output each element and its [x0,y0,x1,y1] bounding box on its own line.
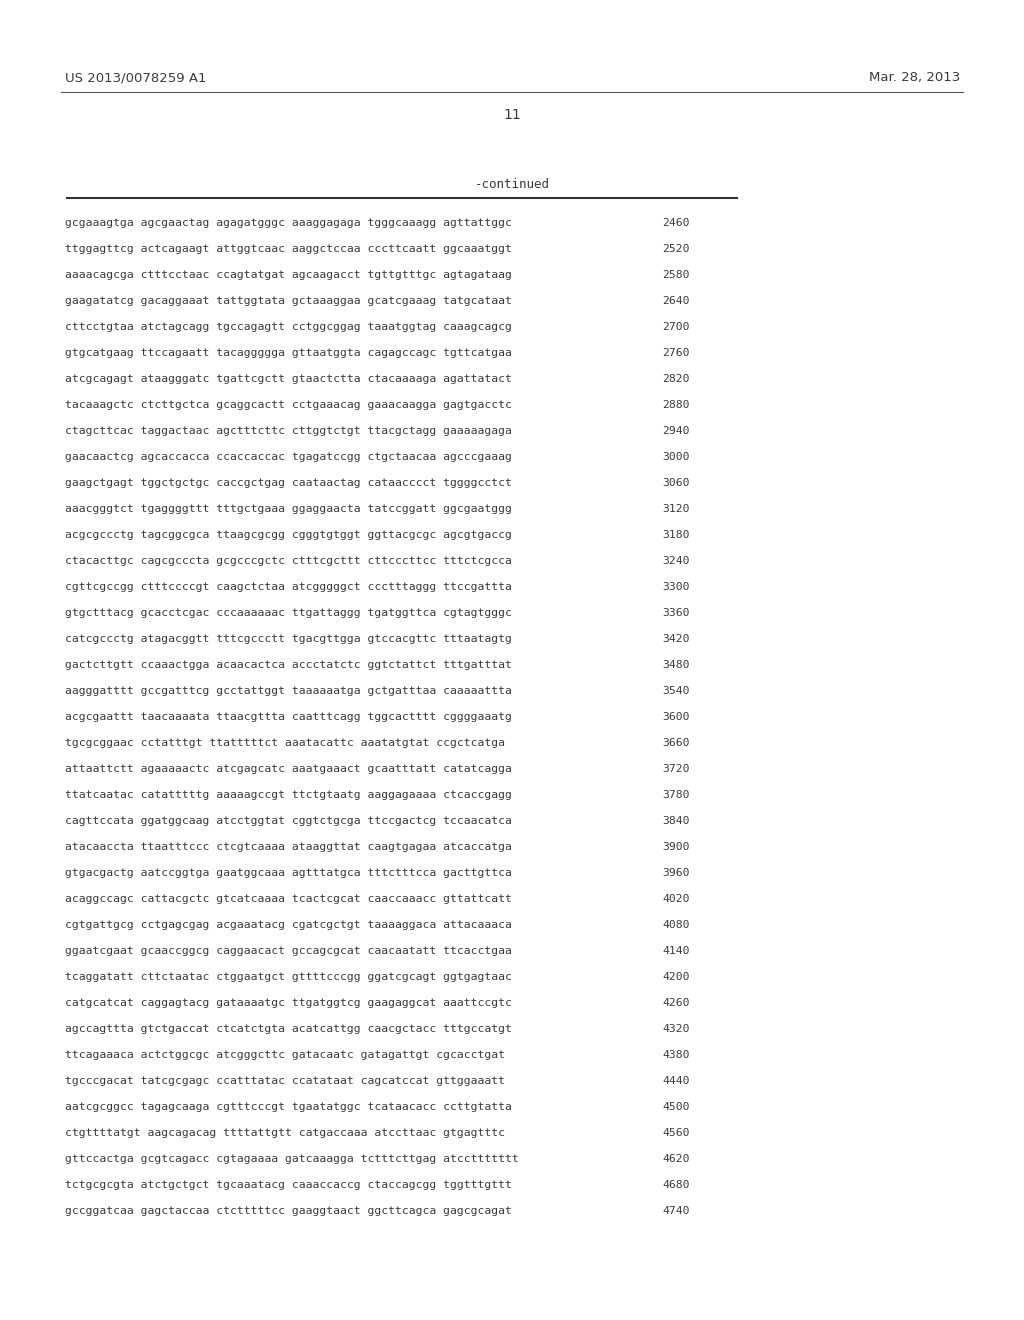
Text: 4260: 4260 [662,998,689,1008]
Text: gaagctgagt tggctgctgc caccgctgag caataactag cataacccct tggggcctct: gaagctgagt tggctgctgc caccgctgag caataac… [65,478,512,488]
Text: 4140: 4140 [662,946,689,956]
Text: gaacaactcg agcaccacca ccaccaccac tgagatccgg ctgctaacaa agcccgaaag: gaacaactcg agcaccacca ccaccaccac tgagatc… [65,451,512,462]
Text: 4500: 4500 [662,1102,689,1111]
Text: aagggatttt gccgatttcg gcctattggt taaaaaatga gctgatttaa caaaaattta: aagggatttt gccgatttcg gcctattggt taaaaaa… [65,686,512,696]
Text: ttggagttcg actcagaagt attggtcaac aaggctccaa cccttcaatt ggcaaatggt: ttggagttcg actcagaagt attggtcaac aaggctc… [65,244,512,253]
Text: acgcgccctg tagcggcgca ttaagcgcgg cgggtgtggt ggttacgcgc agcgtgaccg: acgcgccctg tagcggcgca ttaagcgcgg cgggtgt… [65,531,512,540]
Text: catcgccctg atagacggtt tttcgccctt tgacgttgga gtccacgttc tttaatagtg: catcgccctg atagacggtt tttcgccctt tgacgtt… [65,634,512,644]
Text: atcgcagagt ataagggatc tgattcgctt gtaactctta ctacaaaaga agattatact: atcgcagagt ataagggatc tgattcgctt gtaactc… [65,374,512,384]
Text: cgttcgccgg ctttccccgt caagctctaa atcgggggct ccctttaggg ttccgattta: cgttcgccgg ctttccccgt caagctctaa atcgggg… [65,582,512,591]
Text: gtgacgactg aatccggtga gaatggcaaa agtttatgca tttctttcca gacttgttca: gtgacgactg aatccggtga gaatggcaaa agtttat… [65,869,512,878]
Text: ctgttttatgt aagcagacag ttttattgtt catgaccaaa atccttaac gtgagtttc: ctgttttatgt aagcagacag ttttattgtt catgac… [65,1129,505,1138]
Text: 2520: 2520 [662,244,689,253]
Text: gcgaaagtga agcgaactag agagatgggc aaaggagaga tgggcaaagg agttattggc: gcgaaagtga agcgaactag agagatgggc aaaggag… [65,218,512,228]
Text: 4320: 4320 [662,1024,689,1034]
Text: aaacgggtct tgaggggttt tttgctgaaa ggaggaacta tatccggatt ggcgaatggg: aaacgggtct tgaggggttt tttgctgaaa ggaggaa… [65,504,512,513]
Text: 3480: 3480 [662,660,689,671]
Text: ttatcaatac catatttttg aaaaagccgt ttctgtaatg aaggagaaaa ctcaccgagg: ttatcaatac catatttttg aaaaagccgt ttctgta… [65,789,512,800]
Text: atacaaccta ttaatttccc ctcgtcaaaa ataaggttat caagtgagaa atcaccatga: atacaaccta ttaatttccc ctcgtcaaaa ataaggt… [65,842,512,851]
Text: ctagcttcac taggactaac agctttcttc cttggtctgt ttacgctagg gaaaaagaga: ctagcttcac taggactaac agctttcttc cttggtc… [65,426,512,436]
Text: agccagttta gtctgaccat ctcatctgta acatcattgg caacgctacc tttgccatgt: agccagttta gtctgaccat ctcatctgta acatcat… [65,1024,512,1034]
Text: Mar. 28, 2013: Mar. 28, 2013 [868,71,961,84]
Text: cgtgattgcg cctgagcgag acgaaatacg cgatcgctgt taaaaggaca attacaaaca: cgtgattgcg cctgagcgag acgaaatacg cgatcgc… [65,920,512,931]
Text: ggaatcgaat gcaaccggcg caggaacact gccagcgcat caacaatatt ttcacctgaa: ggaatcgaat gcaaccggcg caggaacact gccagcg… [65,946,512,956]
Text: 3360: 3360 [662,609,689,618]
Text: gccggatcaa gagctaccaa ctctttttcc gaaggtaact ggcttcagca gagcgcagat: gccggatcaa gagctaccaa ctctttttcc gaaggta… [65,1206,512,1216]
Text: 3540: 3540 [662,686,689,696]
Text: tacaaagctc ctcttgctca gcaggcactt cctgaaacag gaaacaagga gagtgacctc: tacaaagctc ctcttgctca gcaggcactt cctgaaa… [65,400,512,411]
Text: 4440: 4440 [662,1076,689,1086]
Text: 3840: 3840 [662,816,689,826]
Text: 2820: 2820 [662,374,689,384]
Text: 11: 11 [503,108,521,121]
Text: 3000: 3000 [662,451,689,462]
Text: 3180: 3180 [662,531,689,540]
Text: gactcttgtt ccaaactgga acaacactca accctatctc ggtctattct tttgatttat: gactcttgtt ccaaactgga acaacactca accctat… [65,660,512,671]
Text: 3060: 3060 [662,478,689,488]
Text: tgcgcggaac cctatttgt ttatttttct aaatacattc aaatatgtat ccgctcatga: tgcgcggaac cctatttgt ttatttttct aaatacat… [65,738,505,748]
Text: US 2013/0078259 A1: US 2013/0078259 A1 [65,71,207,84]
Text: 4680: 4680 [662,1180,689,1191]
Text: 4560: 4560 [662,1129,689,1138]
Text: 3780: 3780 [662,789,689,800]
Text: acgcgaattt taacaaaata ttaacgttta caatttcagg tggcactttt cggggaaatg: acgcgaattt taacaaaata ttaacgttta caatttc… [65,711,512,722]
Text: 2880: 2880 [662,400,689,411]
Text: 2580: 2580 [662,271,689,280]
Text: aatcgcggcc tagagcaaga cgtttcccgt tgaatatggc tcataacacc ccttgtatta: aatcgcggcc tagagcaaga cgtttcccgt tgaatat… [65,1102,512,1111]
Text: 4020: 4020 [662,894,689,904]
Text: 4080: 4080 [662,920,689,931]
Text: tcaggatatt cttctaatac ctggaatgct gttttcccgg ggatcgcagt ggtgagtaac: tcaggatatt cttctaatac ctggaatgct gttttcc… [65,972,512,982]
Text: catgcatcat caggagtacg gataaaatgc ttgatggtcg gaagaggcat aaattccgtc: catgcatcat caggagtacg gataaaatgc ttgatgg… [65,998,512,1008]
Text: gttccactga gcgtcagacc cgtagaaaa gatcaaagga tctttcttgag atccttttttt: gttccactga gcgtcagacc cgtagaaaa gatcaaag… [65,1154,519,1164]
Text: 2460: 2460 [662,218,689,228]
Text: 3300: 3300 [662,582,689,591]
Text: aaaacagcga ctttcctaac ccagtatgat agcaagacct tgttgtttgc agtagataag: aaaacagcga ctttcctaac ccagtatgat agcaaga… [65,271,512,280]
Text: 2940: 2940 [662,426,689,436]
Text: 4380: 4380 [662,1049,689,1060]
Text: 2700: 2700 [662,322,689,333]
Text: 3720: 3720 [662,764,689,774]
Text: cagttccata ggatggcaag atcctggtat cggtctgcga ttccgactcg tccaacatca: cagttccata ggatggcaag atcctggtat cggtctg… [65,816,512,826]
Text: 3240: 3240 [662,556,689,566]
Text: 4620: 4620 [662,1154,689,1164]
Text: 3120: 3120 [662,504,689,513]
Text: 3660: 3660 [662,738,689,748]
Text: gaagatatcg gacaggaaat tattggtata gctaaaggaa gcatcgaaag tatgcataat: gaagatatcg gacaggaaat tattggtata gctaaag… [65,296,512,306]
Text: 3900: 3900 [662,842,689,851]
Text: 3600: 3600 [662,711,689,722]
Text: 4200: 4200 [662,972,689,982]
Text: 2760: 2760 [662,348,689,358]
Text: tgcccgacat tatcgcgagc ccatttatac ccatataat cagcatccat gttggaaatt: tgcccgacat tatcgcgagc ccatttatac ccatata… [65,1076,505,1086]
Text: cttcctgtaa atctagcagg tgccagagtt cctggcggag taaatggtag caaagcagcg: cttcctgtaa atctagcagg tgccagagtt cctggcg… [65,322,512,333]
Text: ttcagaaaca actctggcgc atcgggcttc gatacaatc gatagattgt cgcacctgat: ttcagaaaca actctggcgc atcgggcttc gatacaa… [65,1049,505,1060]
Text: gtgctttacg gcacctcgac cccaaaaaac ttgattaggg tgatggttca cgtagtgggc: gtgctttacg gcacctcgac cccaaaaaac ttgatta… [65,609,512,618]
Text: acaggccagc cattacgctc gtcatcaaaa tcactcgcat caaccaaacc gttattcatt: acaggccagc cattacgctc gtcatcaaaa tcactcg… [65,894,512,904]
Text: 4740: 4740 [662,1206,689,1216]
Text: 3420: 3420 [662,634,689,644]
Text: 2640: 2640 [662,296,689,306]
Text: attaattctt agaaaaactc atcgagcatc aaatgaaact gcaatttatt catatcagga: attaattctt agaaaaactc atcgagcatc aaatgaa… [65,764,512,774]
Text: 3960: 3960 [662,869,689,878]
Text: gtgcatgaag ttccagaatt tacaggggga gttaatggta cagagccagc tgttcatgaa: gtgcatgaag ttccagaatt tacaggggga gttaatg… [65,348,512,358]
Text: -continued: -continued [474,178,550,191]
Text: tctgcgcgta atctgctgct tgcaaatacg caaaccaccg ctaccagcgg tggtttgttt: tctgcgcgta atctgctgct tgcaaatacg caaacca… [65,1180,512,1191]
Text: ctacacttgc cagcgcccta gcgcccgctc ctttcgcttt cttcccttcc tttctcgcca: ctacacttgc cagcgcccta gcgcccgctc ctttcgc… [65,556,512,566]
